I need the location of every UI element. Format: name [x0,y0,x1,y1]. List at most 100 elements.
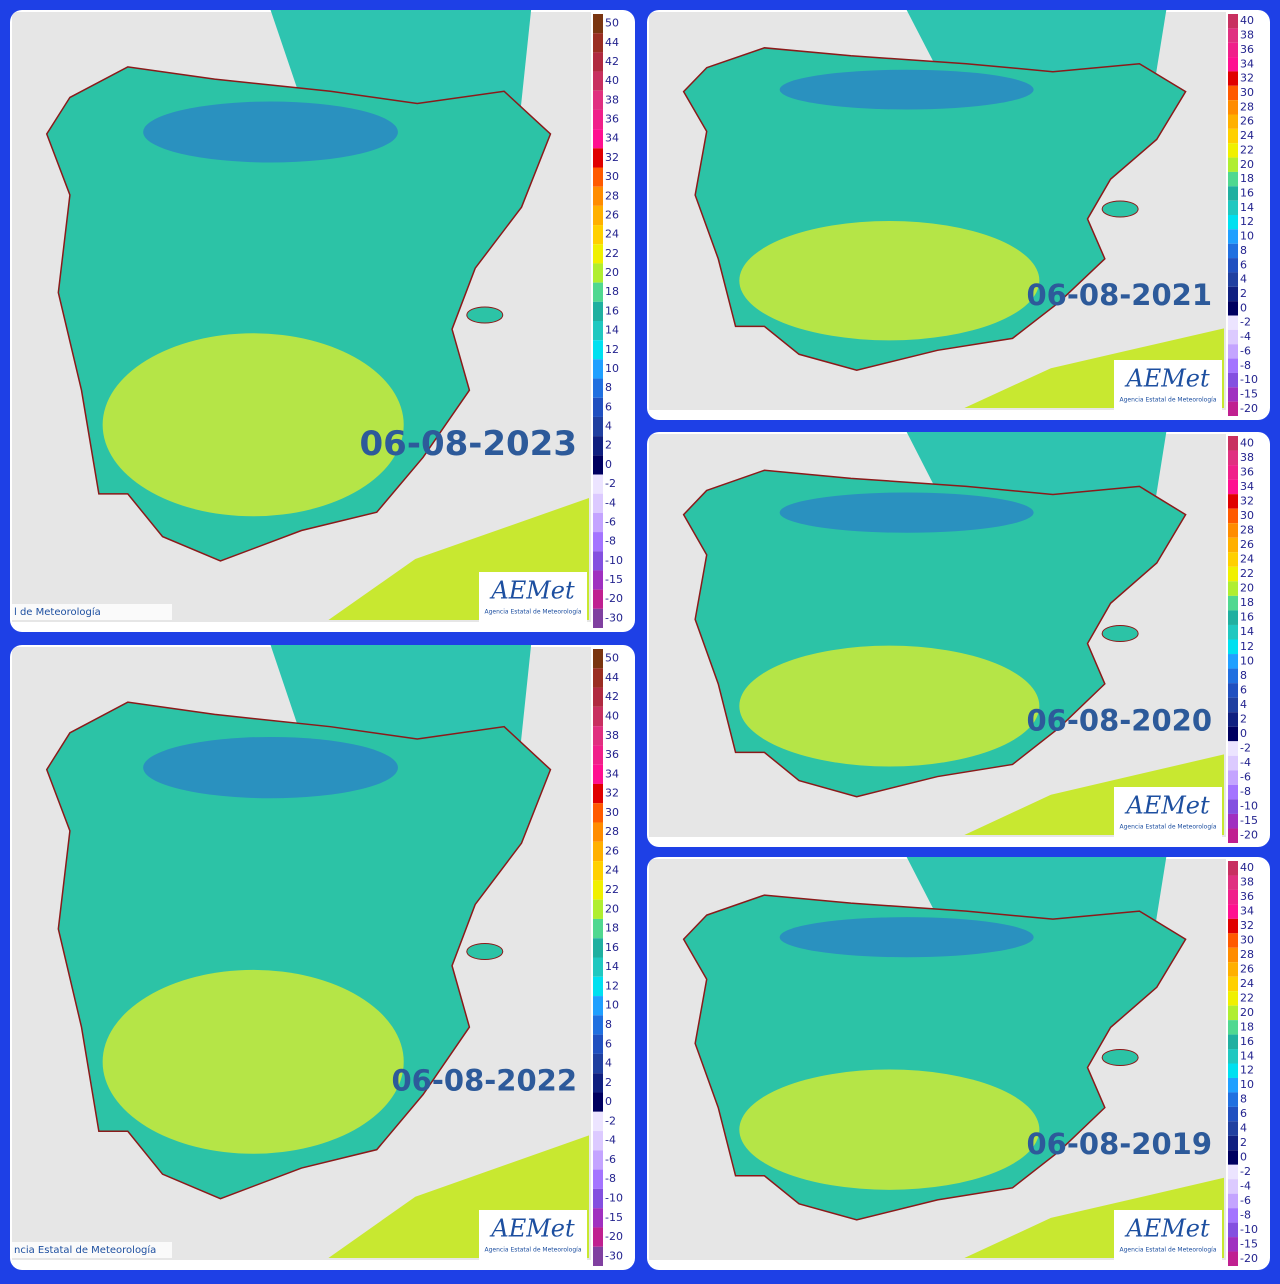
logo-box [1114,1210,1222,1260]
legend-swatch [1228,1237,1238,1252]
legend-swatch [593,918,603,939]
legend-swatch [1228,1005,1238,1021]
legend-label: 34 [605,132,619,145]
legend-swatch [1228,1092,1238,1107]
legend-label: -8 [1240,1208,1251,1221]
legend-label: 10 [1240,654,1254,667]
legend-label: 20 [1240,158,1254,171]
legend-swatch [593,608,603,628]
legend-label: 20 [605,266,619,279]
legend-label: 4 [1240,698,1247,711]
legend-swatch [593,225,603,245]
legend-label: -10 [1240,373,1258,386]
legend-swatch [593,71,603,91]
legend-label: 30 [1240,86,1254,99]
date-label: 06-08-2020 [1027,704,1213,738]
credit: l de Meteorología [14,606,101,618]
baleares [1101,1049,1139,1066]
legend-label: 34 [1240,57,1254,70]
legend-label: -30 [605,611,623,624]
legend-label: 16 [605,941,619,954]
legend-swatch [1228,28,1238,43]
legend-label: -15 [605,1211,623,1224]
legend-swatch [593,938,603,958]
legend-label: 28 [605,189,619,202]
legend-label: -4 [1240,1179,1251,1192]
legend-label: 24 [1240,977,1254,990]
logo-subtitle: Agencia Estatal de Meteorología [485,1247,582,1254]
legend-swatch [593,532,603,552]
legend-swatch [593,416,603,437]
legend-label: 22 [1240,143,1254,156]
legend-label: 24 [1240,553,1254,566]
legend-label: 18 [605,922,619,935]
legend-swatch [1228,828,1238,843]
legend-label: -4 [1240,330,1251,343]
legend-label: -30 [605,1249,623,1262]
legend-swatch [1228,918,1238,934]
legend-swatch [1228,42,1238,58]
legend-label: 22 [1240,567,1254,580]
legend-swatch [1228,1164,1238,1180]
legend-label: 12 [1240,640,1254,653]
date-label: 06-08-2021 [1027,278,1213,312]
legend-swatch [1228,1063,1238,1078]
legend-swatch [593,109,603,130]
legend-label: 34 [1240,480,1254,493]
legend-swatch [1228,100,1238,115]
legend-label: 10 [605,362,619,375]
legend-swatch [1228,243,1238,259]
legend-swatch [593,1131,603,1151]
legend-swatch [1228,610,1238,625]
legend-swatch [593,378,603,398]
legend-label: 36 [605,113,619,126]
legend-swatch [593,455,603,475]
legend-swatch [593,33,603,53]
baleares [466,943,504,960]
legend-swatch [1228,904,1238,919]
legend-label: 8 [1240,1093,1247,1106]
warm-area [739,645,1040,767]
legend-swatch [1228,1020,1238,1035]
legend-swatch [593,321,603,341]
legend-label: 6 [1240,683,1247,696]
legend-swatch [1228,272,1238,287]
legend-swatch [593,301,603,321]
legend-swatch [593,512,603,533]
legend-label: 16 [1240,611,1254,624]
legend-swatch [593,687,603,707]
legend-label: -15 [1240,814,1258,827]
legend-swatch [1228,329,1238,345]
map-panel: 4038363432302826242220181614121086420-2-… [647,10,1270,420]
legend-label: 16 [605,304,619,317]
cool-area [779,917,1034,958]
legend-swatch [1228,401,1238,416]
legend-swatch [593,880,603,900]
legend-swatch [1228,1034,1238,1050]
legend-label: 38 [605,93,619,106]
legend-label: 18 [1240,1020,1254,1033]
legend-label: 26 [1240,538,1254,551]
credit-box [12,1242,172,1258]
legend-label: -2 [605,477,616,490]
legend-swatch [1228,315,1238,330]
legend-swatch [593,551,603,571]
legend-swatch [1228,71,1238,86]
legend-label: 38 [1240,29,1254,42]
legend-label: 40 [1240,861,1254,874]
legend-label: -15 [1240,1237,1258,1250]
legend-swatch [1228,537,1238,553]
legend-swatch [1228,215,1238,230]
legend-swatch [593,783,603,804]
logo-name: AEMet [489,1215,575,1243]
warm-area [102,969,404,1154]
legend-label: 50 [605,17,619,30]
legend-swatch [1228,813,1238,829]
legend-label: 30 [1240,509,1254,522]
legend-swatch [593,589,603,609]
legend-label: 32 [605,151,619,164]
map-panel: 5044424038363432302826242220181614121086… [10,645,635,1270]
legend-label: 26 [605,844,619,857]
legend-label: -20 [605,592,623,605]
legend-swatch [593,1092,603,1112]
